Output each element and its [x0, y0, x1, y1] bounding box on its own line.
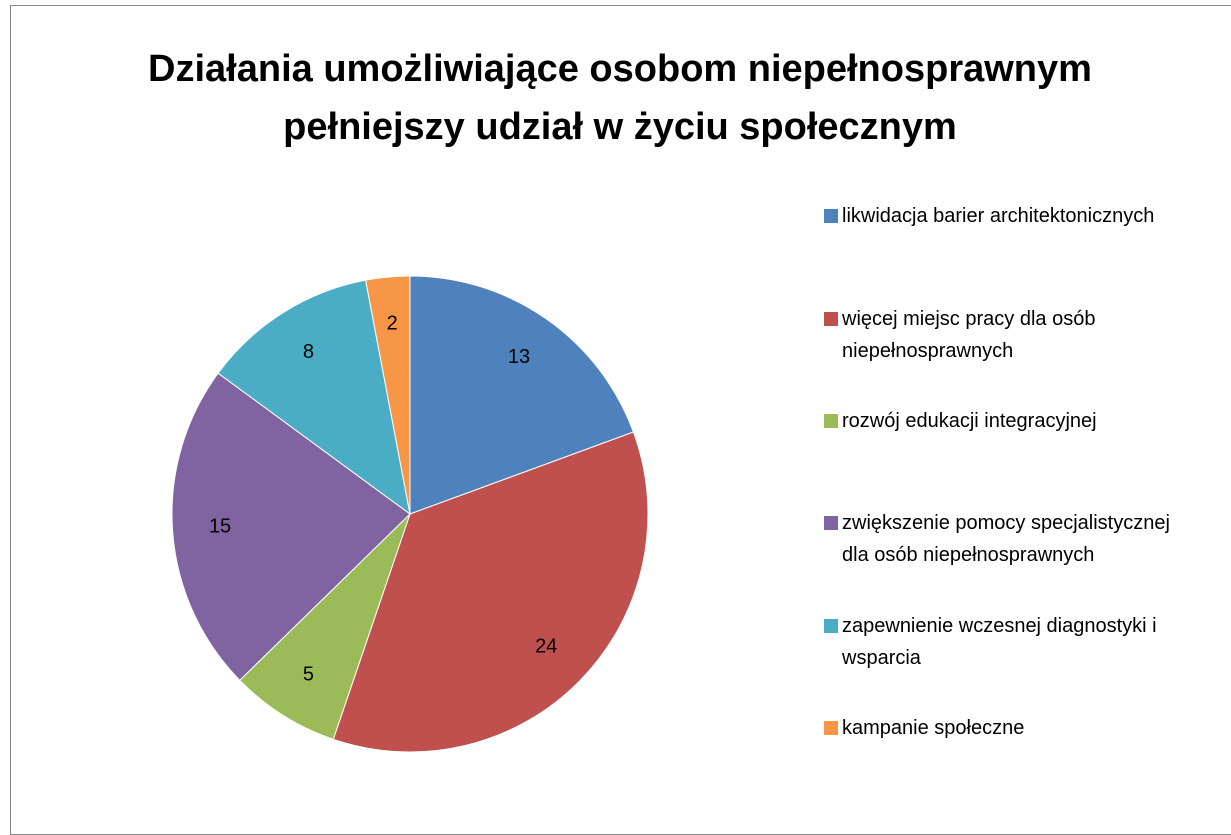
legend-label: zapewnienie wczesnej diagnostyki i wspar…: [842, 615, 1157, 669]
data-label: 8: [303, 341, 314, 363]
pie-slice: [332, 431, 649, 753]
legend-item: kampanie społeczne: [820, 712, 1180, 744]
legend-label: rozwój edukacji integracyjnej: [842, 410, 1097, 432]
pie-slice: [217, 279, 411, 516]
legend-item: likwidacja barier architektonicznych: [820, 200, 1180, 232]
legend-item: zwiększenie pomocy specjalistycznej dla …: [820, 507, 1180, 571]
data-label: 5: [303, 663, 314, 685]
legend-item: zapewnienie wczesnej diagnostyki i wspar…: [820, 610, 1180, 674]
legend-swatch: [824, 312, 838, 326]
legend-swatch: [824, 619, 838, 633]
legend-swatch: [824, 414, 838, 428]
pie-slice: [409, 275, 635, 515]
legend-label: zwiększenie pomocy specjalistycznej dla …: [842, 512, 1170, 566]
data-label: 15: [209, 516, 231, 538]
legend-swatch: [824, 209, 838, 223]
legend-label: więcej miejsc pracy dla osób niepełnospr…: [842, 308, 1096, 362]
legend-swatch: [824, 721, 838, 735]
data-label: 13: [508, 346, 530, 368]
pie-slice: [365, 275, 411, 515]
chart: 13 24 5 15 8 2: [171, 275, 649, 753]
page: Działania umożliwiające osobom niepełnos…: [10, 5, 1231, 835]
legend-item: rozwój edukacji integracyjnej: [820, 405, 1180, 437]
legend-swatch: [824, 516, 838, 530]
pie-slice: [239, 513, 411, 740]
data-label: 2: [387, 313, 398, 335]
legend-label: likwidacja barier architektonicznych: [842, 205, 1155, 227]
chart-title: Działania umożliwiające osobom niepełnos…: [148, 48, 1092, 148]
legend-label: kampanie społeczne: [842, 717, 1025, 739]
data-label: 24: [535, 635, 557, 657]
legend-item: więcej miejsc pracy dla osób niepełnospr…: [820, 303, 1180, 367]
pie-slice: [171, 372, 411, 682]
